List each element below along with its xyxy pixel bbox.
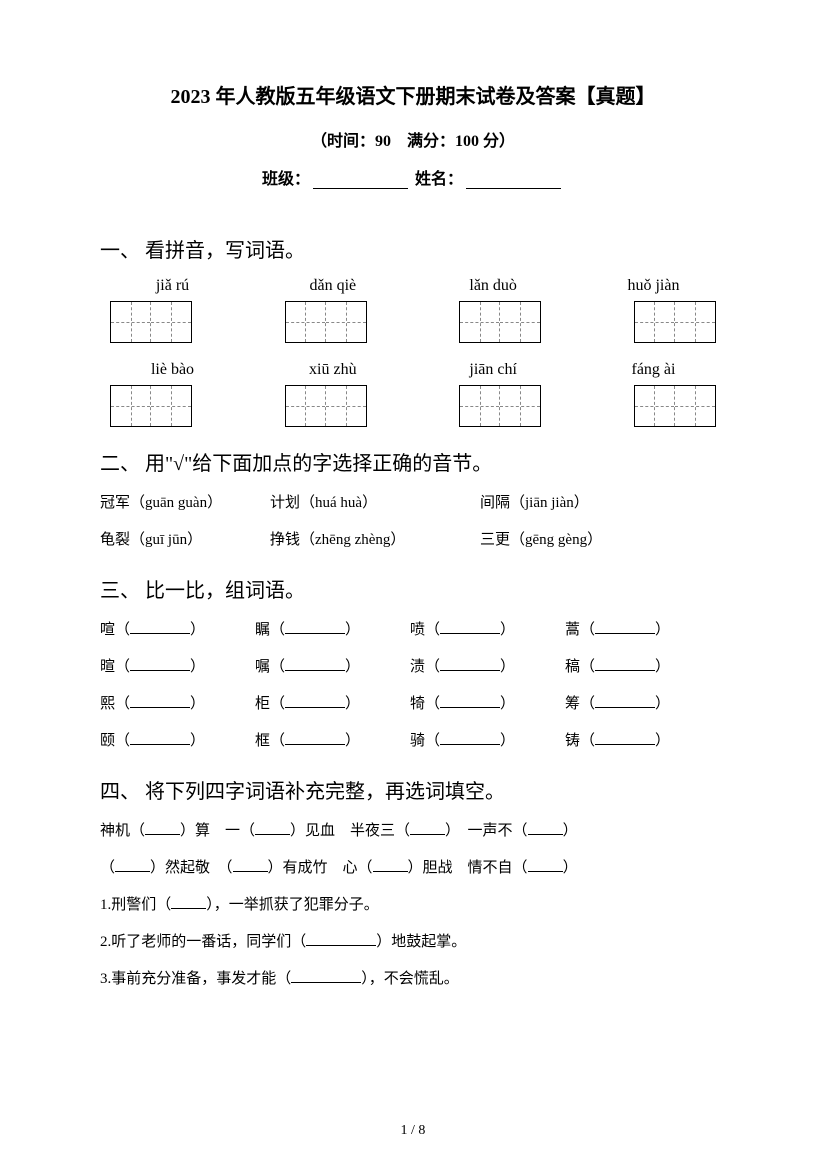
- s3-item: 颐（）: [100, 728, 255, 755]
- blank[interactable]: [285, 707, 345, 708]
- char-box[interactable]: [634, 385, 716, 427]
- q2-item: 三更（gēng gèng）: [480, 527, 650, 554]
- blank[interactable]: [130, 744, 190, 745]
- pinyin-row-1: jiǎ rú dǎn qiè lǎn duò huǒ jiàn: [100, 277, 726, 295]
- char-box[interactable]: [285, 301, 367, 343]
- q2-item: 挣钱（zhēng zhèng）: [270, 527, 480, 554]
- blank[interactable]: [285, 744, 345, 745]
- blank[interactable]: [373, 871, 408, 872]
- s4-idioms-1: 神机（）算 一（）见血 半夜三（） 一声不（）: [100, 818, 726, 845]
- q2-item: 计划（huá huà）: [270, 490, 480, 517]
- blank[interactable]: [291, 982, 361, 983]
- s3-item: 框（）: [255, 728, 410, 755]
- s3-item: 喧（）: [100, 617, 255, 644]
- class-label: 班级：: [262, 171, 310, 188]
- pinyin-label: lǎn duò: [431, 277, 556, 295]
- section4-title: 四、 将下列四字词语补充完整，再选词填空。: [100, 775, 726, 804]
- pinyin-row-2: liè bào xiū zhù jiān chí fáng ài: [100, 361, 726, 379]
- info-line: 班级： 姓名：: [100, 165, 726, 189]
- char-box[interactable]: [634, 301, 716, 343]
- blank[interactable]: [440, 633, 500, 634]
- s3-item: 犄（）: [410, 691, 565, 718]
- char-box[interactable]: [110, 301, 192, 343]
- blank[interactable]: [595, 707, 655, 708]
- blank[interactable]: [306, 945, 376, 946]
- s4-q2: 2.听了老师的一番话，同学们（）地鼓起掌。: [100, 929, 726, 956]
- q2-item: 冠军（guān guàn）: [100, 490, 270, 517]
- blank[interactable]: [145, 834, 180, 835]
- blank[interactable]: [528, 871, 563, 872]
- s3-row: 颐（） 框（） 骑（） 铸（）: [100, 728, 726, 755]
- blank[interactable]: [440, 707, 500, 708]
- blank[interactable]: [528, 834, 563, 835]
- blank[interactable]: [233, 871, 268, 872]
- blank[interactable]: [130, 670, 190, 671]
- char-box[interactable]: [459, 385, 541, 427]
- blank[interactable]: [130, 633, 190, 634]
- pinyin-label: jiǎ rú: [110, 277, 235, 295]
- blank[interactable]: [595, 744, 655, 745]
- name-blank[interactable]: [466, 188, 561, 189]
- s3-item: 筹（）: [565, 691, 720, 718]
- s3-item: 熙（）: [100, 691, 255, 718]
- pinyin-label: liè bào: [110, 361, 235, 379]
- blank[interactable]: [595, 633, 655, 634]
- blank[interactable]: [440, 670, 500, 671]
- blank[interactable]: [285, 670, 345, 671]
- s4-q1: 1.刑警们（），一举抓获了犯罪分子。: [100, 892, 726, 919]
- q2-item: 龟裂（guī jūn）: [100, 527, 270, 554]
- s3-row: 喧（） 瞩（） 喷（） 蒿（）: [100, 617, 726, 644]
- blank[interactable]: [255, 834, 290, 835]
- class-blank[interactable]: [313, 188, 408, 189]
- s3-item: 铸（）: [565, 728, 720, 755]
- s4-idioms-2: （）然起敬 （）有成竹 心（）胆战 情不自（）: [100, 855, 726, 882]
- s4-q3: 3.事前充分准备，事发才能（），不会慌乱。: [100, 966, 726, 993]
- box-row-1: [100, 301, 726, 343]
- s3-item: 瞩（）: [255, 617, 410, 644]
- pinyin-label: huǒ jiàn: [591, 277, 716, 295]
- section3-title: 三、 比一比，组词语。: [100, 574, 726, 603]
- page-number: 1 / 8: [0, 1123, 826, 1139]
- char-box[interactable]: [110, 385, 192, 427]
- blank[interactable]: [285, 633, 345, 634]
- s3-item: 暄（）: [100, 654, 255, 681]
- s3-item: 柜（）: [255, 691, 410, 718]
- pinyin-label: jiān chí: [431, 361, 556, 379]
- section1-title: 一、 看拼音，写词语。: [100, 234, 726, 263]
- s3-item: 蒿（）: [565, 617, 720, 644]
- q2-item: 间隔（jiān jiàn）: [480, 490, 650, 517]
- pinyin-label: fáng ài: [591, 361, 716, 379]
- s3-item: 稿（）: [565, 654, 720, 681]
- char-box[interactable]: [285, 385, 367, 427]
- s3-item: 渍（）: [410, 654, 565, 681]
- pinyin-label: dǎn qiè: [270, 277, 395, 295]
- pinyin-label: xiū zhù: [270, 361, 395, 379]
- s3-item: 喷（）: [410, 617, 565, 644]
- s3-row: 暄（） 嘱（） 渍（） 稿（）: [100, 654, 726, 681]
- blank[interactable]: [595, 670, 655, 671]
- char-box[interactable]: [459, 301, 541, 343]
- page-title: 2023 年人教版五年级语文下册期末试卷及答案【真题】: [100, 80, 726, 109]
- blank[interactable]: [410, 834, 445, 835]
- name-label: 姓名：: [415, 171, 463, 188]
- q2-row-1: 冠军（guān guàn） 计划（huá huà） 间隔（jiān jiàn）: [100, 490, 726, 517]
- page-subtitle: （时间：90 满分：100 分）: [100, 127, 726, 151]
- section2-title: 二、 用"√"给下面加点的字选择正确的音节。: [100, 447, 726, 476]
- box-row-2: [100, 385, 726, 427]
- blank[interactable]: [171, 908, 206, 909]
- blank[interactable]: [115, 871, 150, 872]
- q2-row-2: 龟裂（guī jūn） 挣钱（zhēng zhèng） 三更（gēng gèng…: [100, 527, 726, 554]
- s3-item: 嘱（）: [255, 654, 410, 681]
- blank[interactable]: [440, 744, 500, 745]
- s3-item: 骑（）: [410, 728, 565, 755]
- s3-row: 熙（） 柜（） 犄（） 筹（）: [100, 691, 726, 718]
- blank[interactable]: [130, 707, 190, 708]
